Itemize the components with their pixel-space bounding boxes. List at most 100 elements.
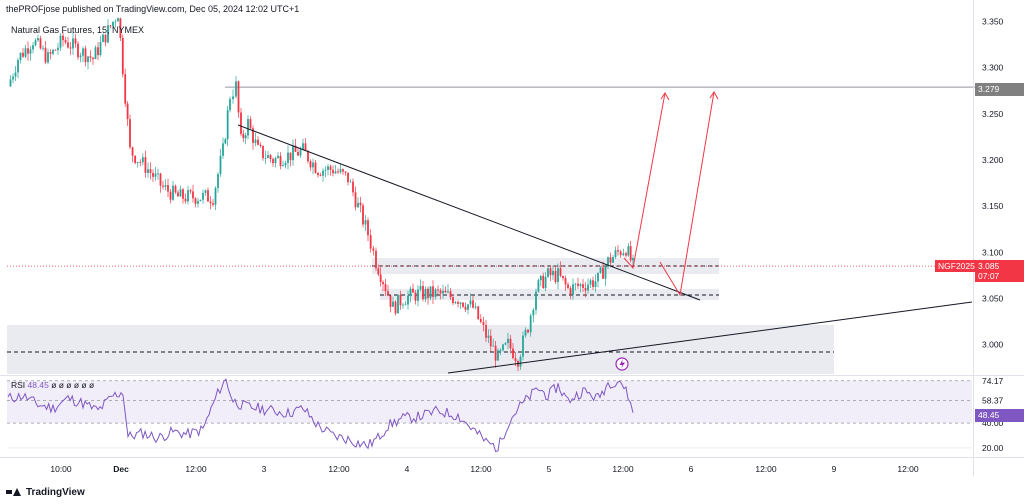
candle-body [422, 286, 424, 300]
candle-body [39, 38, 42, 49]
rsi-legend-value: 48.45 [27, 380, 49, 390]
candle-body [482, 321, 485, 325]
candle-body [332, 169, 334, 174]
candle-body [29, 49, 32, 54]
candle-body [42, 47, 44, 49]
candle-body [352, 181, 354, 193]
candle-body [542, 275, 545, 289]
target-price-label: 3.279 [975, 83, 1024, 96]
candle-body [242, 133, 245, 139]
candle-body [224, 139, 227, 144]
candle-body [112, 21, 114, 27]
candle-body [259, 144, 262, 146]
candle-body [62, 35, 64, 41]
candle-body [207, 190, 209, 202]
candle-body [139, 161, 142, 163]
rsi-legend[interactable]: RSI 48.45 ø ø ø ø ø ø [11, 380, 94, 390]
time-tick-label: 12:00 [328, 464, 350, 474]
candle-body [494, 345, 497, 361]
candle-body [509, 338, 512, 349]
candle-body [417, 289, 419, 301]
candle-body [277, 155, 279, 159]
candle-body [169, 191, 172, 200]
candle-body [604, 266, 607, 279]
candle-body [407, 295, 409, 305]
candle-body [375, 250, 377, 269]
candle-body [92, 57, 94, 60]
candle-body [257, 139, 259, 145]
candle-body [77, 43, 79, 58]
symbol-title[interactable]: Natural Gas Futures, 15, NYMEX [11, 25, 145, 35]
candle-body [614, 250, 617, 258]
candle-body [219, 155, 222, 174]
candle-body [134, 155, 137, 163]
candle-body [167, 185, 169, 192]
candle-body [632, 258, 634, 261]
candle-body [79, 55, 82, 58]
candle-body [507, 338, 509, 344]
candle-body [499, 350, 502, 351]
candle-body [434, 289, 437, 297]
candle-body [252, 128, 254, 143]
candle-body [232, 96, 234, 100]
time-tick-label: Dec [113, 464, 129, 474]
candle-body [226, 110, 229, 140]
brand-text: TradingView [26, 487, 85, 498]
price-tick-label: 3.350 [982, 17, 1004, 27]
candle-body [607, 257, 609, 267]
candle-body [237, 81, 240, 113]
candle-body [124, 74, 127, 104]
rsi-tick-label: 74.17 [982, 376, 1004, 386]
candle-body [97, 47, 99, 56]
candle-body [64, 40, 67, 43]
candle-body [89, 56, 92, 58]
lightning-glyph-icon [619, 359, 625, 369]
candle-body [462, 302, 464, 307]
candle-body [397, 294, 399, 314]
projection-arrow-2 [659, 91, 715, 297]
candle-body [109, 25, 112, 27]
candle-body [419, 286, 422, 290]
candle-body [240, 112, 242, 134]
candle-body [589, 280, 592, 285]
candle-body [19, 52, 22, 60]
price-tick-label: 3.100 [982, 247, 1004, 257]
candle-body [389, 295, 392, 307]
tradingview-brand[interactable]: TradingView [6, 487, 85, 498]
candle-body [524, 329, 527, 336]
candle-body [414, 292, 417, 301]
candle-body [299, 149, 302, 156]
candle-body [584, 288, 587, 291]
candle-body [519, 356, 522, 367]
rsi-tick-label: 58.37 [982, 395, 1004, 405]
candle-body [164, 185, 167, 187]
current-price-label: 3.085 07:07 [975, 260, 1024, 282]
candle-body [129, 119, 131, 148]
candle-body [194, 198, 197, 204]
candle-body [497, 350, 499, 361]
candle-body [12, 76, 14, 80]
descending-trendline [237, 124, 701, 301]
candle-body [121, 38, 124, 75]
candle-body [199, 199, 202, 202]
candle-body [262, 145, 264, 159]
candle-body [582, 284, 584, 289]
candle-body [59, 35, 62, 48]
candle-body [302, 143, 304, 150]
candle-body [457, 302, 459, 304]
candle-body [247, 119, 249, 136]
candle-body [625, 253, 627, 256]
time-tick-label: 6 [689, 464, 694, 474]
candle-body [212, 203, 214, 205]
candle-body [84, 48, 87, 63]
candle-body [154, 173, 157, 177]
time-tick-label: 12:00 [897, 464, 919, 474]
projection-arrowhead-1 [660, 92, 670, 101]
time-tick-label: 5 [547, 464, 552, 474]
time-tick-label: 12:00 [612, 464, 634, 474]
candle-body [329, 166, 332, 170]
price-tick-label: 3.050 [982, 293, 1004, 303]
candle-body [577, 283, 579, 287]
candle-body [52, 49, 54, 54]
